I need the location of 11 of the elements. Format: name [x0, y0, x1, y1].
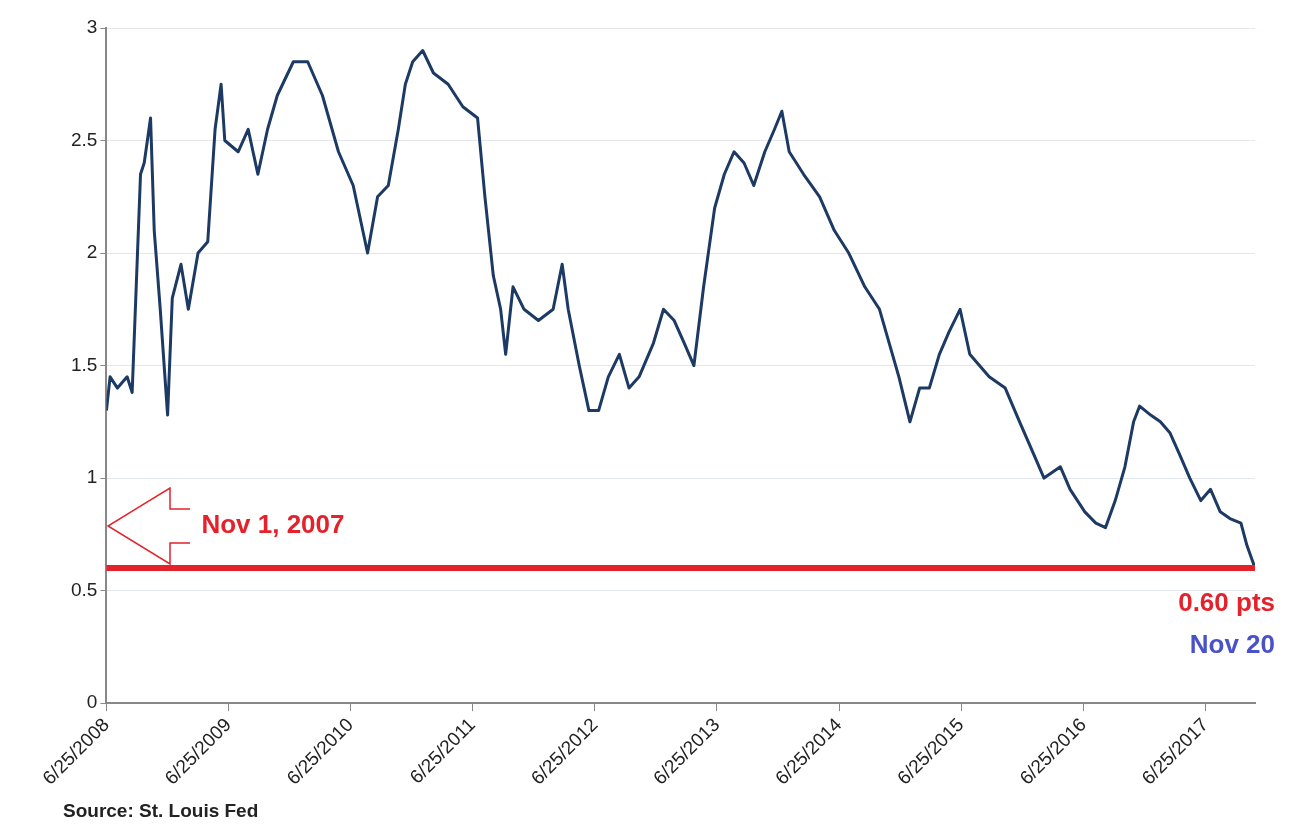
y-tick-label: 1 [86, 466, 98, 488]
source-note: Source: St. Louis Fed [63, 799, 259, 821]
annotation: Nov 20 [1189, 629, 1275, 660]
ref-line-label: Nov 1, 2007 [201, 509, 345, 540]
y-tick-label: 0 [86, 691, 98, 713]
y-tick-label: 1.5 [70, 353, 98, 375]
y-tick-label: 0.5 [70, 578, 98, 600]
y-tick-label: 2 [86, 241, 98, 263]
annotation: 0.60 pts [1178, 587, 1275, 618]
y-tick-label: 3 [86, 16, 98, 38]
y-tick-label: 2.5 [70, 128, 98, 150]
